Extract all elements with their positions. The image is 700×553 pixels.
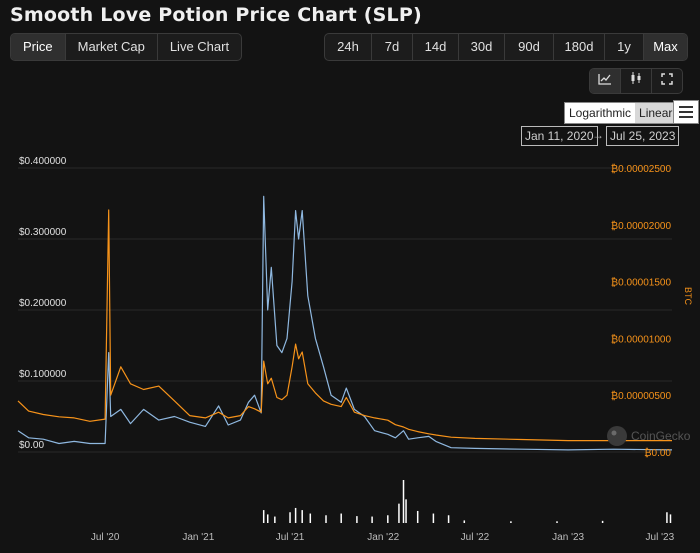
page-title: Smooth Love Potion Price Chart (SLP) — [10, 4, 422, 26]
y-left-tick-label: $0.00 — [19, 440, 44, 451]
fullscreen-button[interactable] — [652, 69, 682, 93]
volume-bar — [371, 516, 373, 523]
hamburger-icon-bar — [679, 116, 693, 118]
range-1y[interactable]: 1y — [605, 34, 644, 60]
coingecko-logo-eye — [611, 430, 617, 436]
range-max[interactable]: Max — [644, 34, 687, 60]
y-right-tick-label: ₿0.00002000 — [611, 220, 672, 232]
coingecko-watermark: CoinGecko — [607, 426, 691, 446]
volume-bar — [669, 514, 672, 523]
x-tick-label: Jul '23 — [646, 532, 675, 543]
y-right-tick-label: ₿0.00000500 — [611, 390, 672, 402]
logarithmic-button[interactable]: Logarithmic — [569, 106, 632, 120]
tab-live-chart[interactable]: Live Chart — [169, 39, 230, 54]
date-from-input[interactable]: Jan 11, 2020 — [521, 126, 598, 146]
volume-bar — [266, 514, 269, 523]
volume-bar — [463, 520, 466, 523]
candlestick-button[interactable] — [621, 69, 652, 93]
candlestick-icon — [631, 72, 641, 84]
hamburger-icon — [679, 106, 693, 108]
volume-bar — [309, 513, 312, 523]
volume-bar — [274, 516, 276, 523]
y-left-tick-label: $0.400000 — [19, 156, 67, 167]
y-right-axis-label: BTC — [683, 287, 693, 306]
y-right-tick-label: ₿0.00001000 — [611, 333, 672, 345]
y-right-tick-label: ₿0.00 — [644, 447, 671, 459]
x-tick-label: Jul '22 — [461, 532, 490, 543]
x-tick-label: Jul '21 — [276, 532, 305, 543]
y-right-tick-label: ₿0.00001500 — [611, 277, 672, 289]
volume-bar — [301, 510, 303, 523]
range-30d[interactable]: 30d — [459, 34, 505, 60]
volume-bar — [402, 480, 405, 523]
chart-style-toggle — [589, 68, 683, 94]
volume-bar — [432, 513, 435, 523]
y-left-tick-label: $0.300000 — [19, 227, 67, 238]
date-range-arrow: → — [592, 128, 604, 142]
range-7d[interactable]: 7d — [372, 34, 413, 60]
y-right-tick-label: ₿0.00002500 — [611, 163, 672, 175]
chart-menu-button[interactable] — [673, 100, 699, 124]
coingecko-logo-icon — [607, 426, 627, 446]
range-tabs: 24h 7d 14d 30d 90d 180d 1y Max — [324, 33, 688, 61]
volume-bar — [416, 510, 419, 523]
fullscreen-icon — [661, 73, 673, 85]
watermark-text: CoinGecko — [631, 429, 691, 443]
volume-bar — [294, 507, 297, 523]
volume-bar — [556, 521, 558, 523]
volume-bar — [666, 512, 668, 523]
volume-bar — [387, 515, 389, 523]
x-tick-label: Jul '20 — [91, 532, 120, 543]
volume-bar — [356, 516, 358, 523]
range-90d[interactable]: 90d — [505, 34, 554, 60]
hamburger-icon-bar — [679, 111, 693, 113]
range-180d[interactable]: 180d — [554, 34, 605, 60]
x-tick-label: Jan '21 — [182, 532, 214, 543]
range-14d[interactable]: 14d — [413, 34, 459, 60]
y-left-tick-label: $0.100000 — [19, 369, 67, 380]
usd-price-line — [17, 195, 673, 451]
tab-market-cap[interactable]: Market Cap — [66, 34, 158, 60]
linear-button[interactable]: Linear — [635, 103, 677, 123]
volume-bar — [510, 521, 512, 523]
line-chart-icon — [598, 74, 611, 85]
volume-bar — [405, 499, 407, 523]
volume-bar — [262, 510, 265, 523]
scale-toggle: Logarithmic Linear — [564, 102, 678, 124]
volume-bar — [398, 503, 400, 523]
volume-bar — [325, 515, 327, 523]
y-left-tick-label: $0.200000 — [19, 298, 67, 309]
tab-price[interactable]: Price — [11, 34, 66, 60]
range-24h[interactable]: 24h — [325, 34, 372, 60]
date-to-input[interactable]: Jul 25, 2023 — [606, 126, 680, 146]
volume-bar — [601, 520, 604, 523]
x-tick-label: Jan '23 — [552, 532, 584, 543]
volume-bar — [447, 515, 450, 523]
volume-bar — [289, 512, 291, 523]
btc-price-line — [17, 209, 672, 442]
chart-type-tabs: Price Market Cap Live Chart — [10, 33, 243, 61]
line-chart-button[interactable] — [590, 69, 621, 93]
x-tick-label: Jan '22 — [367, 532, 399, 543]
volume-bar — [340, 513, 342, 523]
